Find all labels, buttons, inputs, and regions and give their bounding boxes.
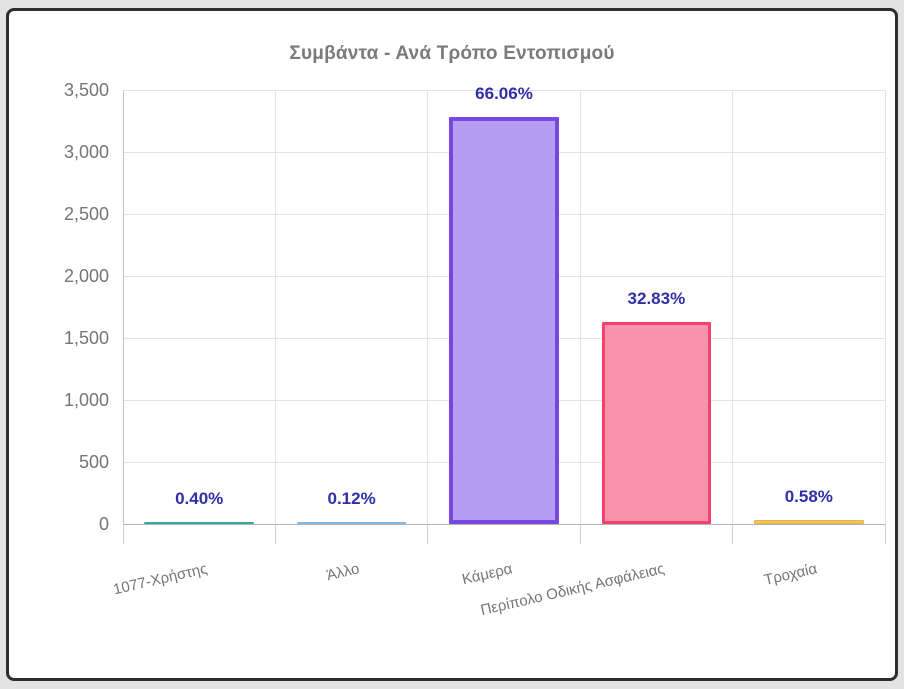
gridline-horizontal [123,89,885,91]
bar-Τροχαία[interactable] [753,520,864,524]
y-axis-tick-label: 500 [78,452,109,472]
bar-value-label: 66.06% [475,83,533,103]
x-axis-label: Άλλο [325,560,362,585]
x-axis-tick [884,524,886,544]
gridline-vertical [732,90,734,524]
bar-value-label: 0.12% [327,489,376,508]
x-axis-label: Τροχαία [762,560,819,589]
gridline-horizontal [123,523,885,525]
y-axis-tick-label: 2,500 [63,204,109,224]
y-axis-line [122,90,124,524]
x-axis-label: Κάμερα [460,560,514,589]
bar-value-label: 0.40% [175,488,224,508]
x-axis-label: 1077-Χρήστης [111,560,210,599]
bar-1077-Χρήστης[interactable] [144,521,255,524]
x-axis-tick [122,524,124,544]
x-axis-tick [427,524,429,544]
gridline-vertical [274,90,276,524]
x-axis-tick [274,524,276,544]
gridline-vertical [579,90,581,524]
gridline-vertical [427,90,429,524]
x-axis-tick [579,524,581,544]
x-axis-tick [732,524,734,544]
bar-Περίπολο Οδικής Ασφάλειας[interactable] [601,321,712,524]
bar-value-label: 32.83% [627,288,686,308]
bar-Κάμερα[interactable] [449,116,559,524]
bar-Άλλο[interactable] [296,522,407,524]
gridline-vertical [884,90,886,524]
plot-area: 0.40% 1077-Χρήστης 0.12% Άλλο 66.06% Κάμερα 32… [112,84,886,619]
incidents-by-detection-chart: Συμβάντα - Ανά Τρόπο Εντοπισμού 0.40% 107… [6,8,898,681]
y-axis-tick-label: 0 [98,514,109,534]
y-axis-tick-label: 3,500 [63,80,109,100]
bar-value-label: 0.58% [784,487,833,507]
y-axis-tick-label: 1,000 [63,390,109,410]
y-axis-tick-label: 2,000 [63,266,109,286]
y-axis-tick-label: 1,500 [63,328,109,348]
y-axis-tick-label: 3,000 [63,142,109,162]
chart-title: Συμβάντα - Ανά Τρόπο Εντοπισμού [289,43,615,64]
